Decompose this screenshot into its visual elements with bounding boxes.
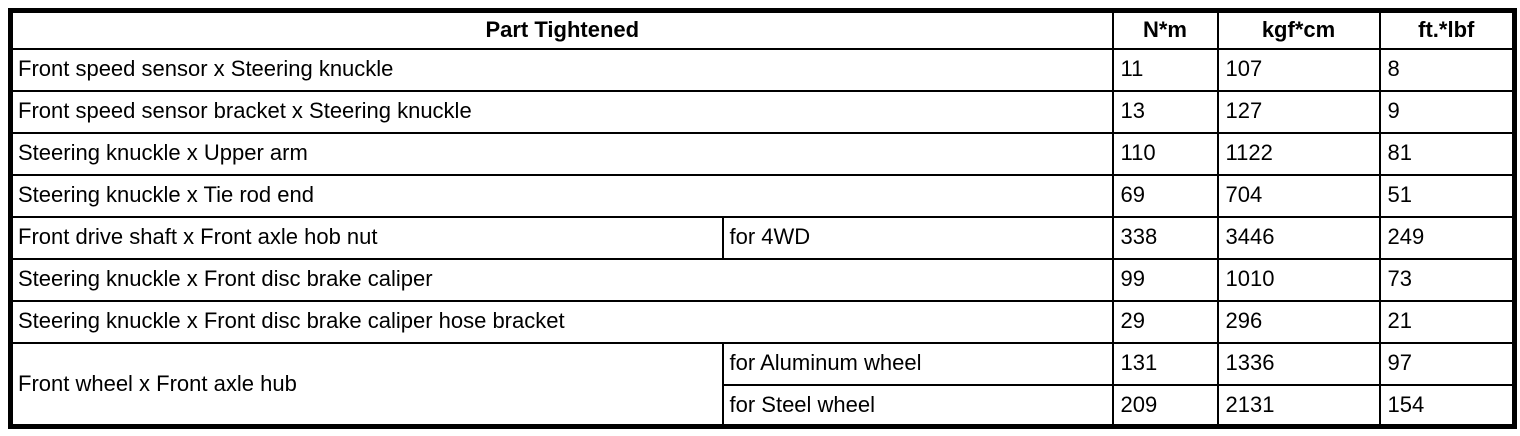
ft-lbf-cell: 73 [1378,257,1516,302]
torque-spec-table: Part Tightened N*m kgf*cm ft.*lbf Front … [8,8,1517,429]
table-row: Front speed sensor bracket x Steering kn… [9,89,1516,134]
nm-cell: 131 [1111,341,1219,386]
nm-cell: 110 [1111,131,1219,176]
part-cell: Steering knuckle x Tie rod end [9,173,1114,218]
kgf-cm-cell: 107 [1216,47,1381,92]
condition-cell: for 4WD [721,215,1114,260]
part-tightened-header: Part Tightened [9,9,1114,50]
part-cell: Front speed sensor bracket x Steering kn… [9,89,1114,134]
ft-lbf-cell: 81 [1378,131,1516,176]
kgf-cm-cell: 1336 [1216,341,1381,386]
nm-cell: 13 [1111,89,1219,134]
nm-header: N*m [1111,9,1219,50]
table-row: Steering knuckle x Upper arm 110 1122 81 [9,131,1516,176]
table-row: Steering knuckle x Tie rod end 69 704 51 [9,173,1516,218]
ft-lbf-cell: 9 [1378,89,1516,134]
ft-lbf-cell: 97 [1378,341,1516,386]
ft-lbf-cell: 249 [1378,215,1516,260]
ft-lbf-header: ft.*lbf [1378,9,1516,50]
part-cell: Steering knuckle x Upper arm [9,131,1114,176]
ft-lbf-cell: 21 [1378,299,1516,344]
ft-lbf-cell: 8 [1378,47,1516,92]
nm-cell: 99 [1111,257,1219,302]
nm-cell: 209 [1111,383,1219,428]
nm-cell: 29 [1111,299,1219,344]
condition-cell: for Aluminum wheel [721,341,1114,386]
table-row: Front wheel x Front axle hub for Aluminu… [9,341,1516,428]
kgf-cm-cell: 1010 [1216,257,1381,302]
kgf-cm-cell: 1122 [1216,131,1381,176]
table-row: Front drive shaft x Front axle hob nut f… [9,215,1516,260]
kgf-cm-cell: 2131 [1216,383,1381,428]
part-cell: Front speed sensor x Steering knuckle [9,47,1114,92]
kgf-cm-cell: 704 [1216,173,1381,218]
ft-lbf-cell: 154 [1378,383,1516,428]
kgf-cm-cell: 127 [1216,89,1381,134]
kgf-cm-cell: 296 [1216,299,1381,344]
part-cell: Steering knuckle x Front disc brake cali… [9,257,1114,302]
part-cell: Steering knuckle x Front disc brake cali… [9,299,1114,344]
nm-cell: 11 [1111,47,1219,92]
nm-cell: 69 [1111,173,1219,218]
nm-cell: 338 [1111,215,1219,260]
table-row: for Steel wheel 209 2131 154 [11,383,1516,428]
part-cell: Front wheel x Front axle hub [9,341,724,428]
part-cell: Front drive shaft x Front axle hob nut [9,215,724,260]
kgf-cm-header: kgf*cm [1216,9,1381,50]
condition-cell: for Steel wheel [721,383,1114,428]
table-header-row: Part Tightened N*m kgf*cm ft.*lbf [9,9,1516,50]
table-row: Steering knuckle x Front disc brake cali… [9,299,1516,344]
table-row: Front speed sensor x Steering knuckle 11… [9,47,1516,92]
table-row: Steering knuckle x Front disc brake cali… [9,257,1516,302]
kgf-cm-cell: 3446 [1216,215,1381,260]
ft-lbf-cell: 51 [1378,173,1516,218]
